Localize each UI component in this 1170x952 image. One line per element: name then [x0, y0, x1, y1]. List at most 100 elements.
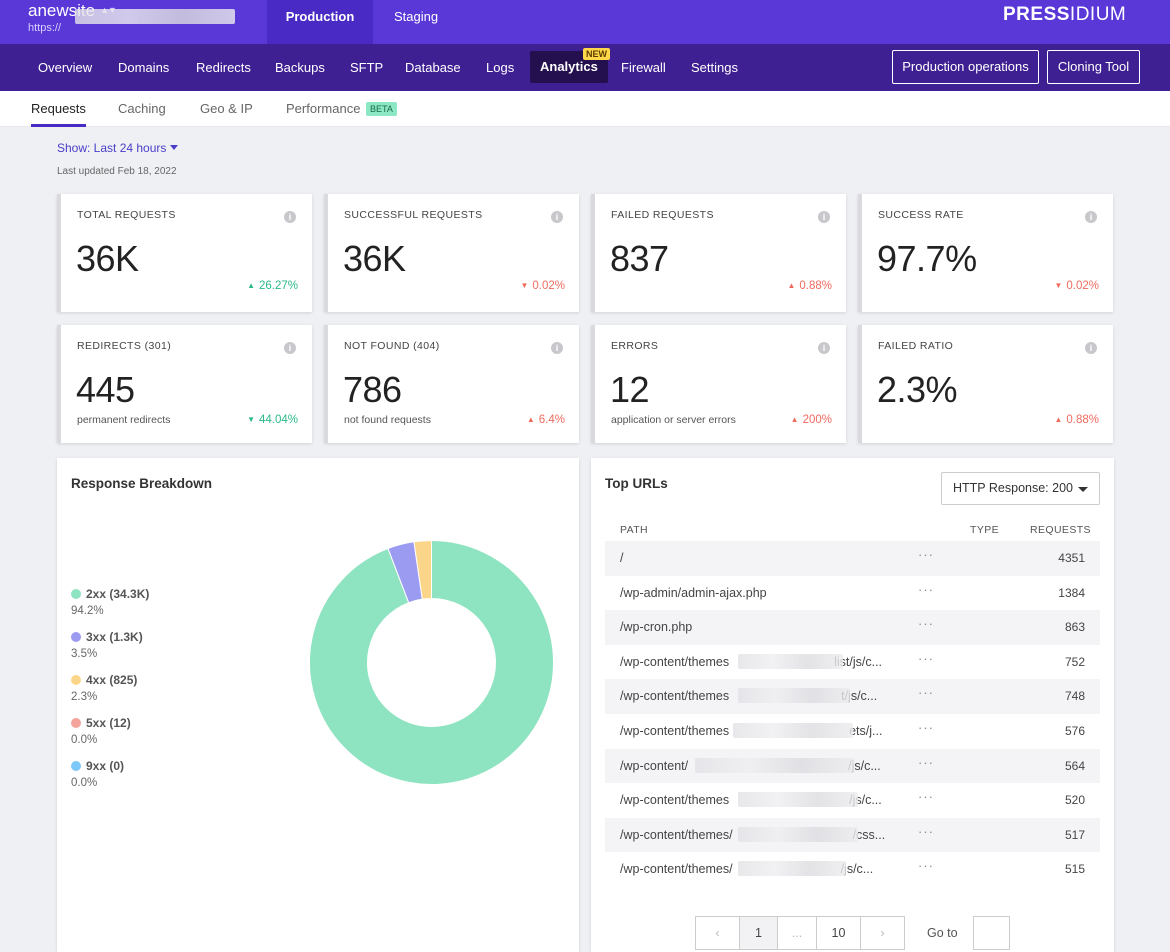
nav-sftp[interactable]: SFTP [350, 60, 384, 75]
legend-label: 9xx (0) [86, 759, 125, 773]
stat-card-subtitle: not found requests [344, 414, 431, 426]
nav-settings[interactable]: Settings [691, 60, 738, 75]
legend-label: 3xx (1.3K) [86, 630, 143, 644]
col-header-type: TYPE [970, 524, 1000, 536]
info-icon[interactable]: i [284, 342, 296, 354]
url-path[interactable]: /wp-cron.php [620, 620, 693, 635]
time-range-dropdown[interactable]: Show: Last 24 hours [57, 141, 179, 155]
arrow-up-icon: ▲ [790, 415, 799, 424]
table-row[interactable]: /wp-content/themes list/js/c... ··· 752 [605, 645, 1100, 680]
info-icon[interactable]: i [1085, 342, 1097, 354]
info-icon[interactable]: i [284, 211, 296, 223]
pager-next-button[interactable]: › [860, 916, 905, 950]
nav-backups[interactable]: Backups [275, 60, 325, 75]
stat-card-change: ▲ 6.4% [526, 414, 565, 426]
tab-production[interactable]: Production [267, 0, 373, 44]
pager-page-10[interactable]: 10 [816, 916, 861, 950]
table-row[interactable]: /wp-cron.php ··· 863 [605, 610, 1100, 645]
production-operations-button[interactable]: Production operations [892, 50, 1039, 84]
stat-card: SUCCESSFUL REQUESTS i 36K ▼ 0.02% [324, 194, 579, 312]
legend-item[interactable]: 3xx (1.3K) 3.5% [71, 630, 143, 660]
ellipsis-icon[interactable]: ··· [918, 720, 934, 735]
stat-card-title: ERRORS [611, 340, 659, 352]
nav-database[interactable]: Database [405, 60, 461, 75]
info-icon[interactable]: i [818, 342, 830, 354]
ellipsis-icon[interactable]: ··· [918, 650, 934, 666]
info-icon[interactable]: i [551, 342, 563, 354]
caret-down-icon [1078, 487, 1088, 492]
url-request-count: 517 [1064, 827, 1085, 842]
url-path[interactable]: /wp-content/themes ets/j... [620, 724, 883, 738]
last-updated: Last updated Feb 18, 2022 [57, 166, 177, 177]
table-row[interactable]: /wp-content/themes ets/j... ··· 576 [605, 714, 1100, 749]
subtab-caching[interactable]: Caching [118, 101, 166, 116]
url-path[interactable]: / [620, 551, 624, 565]
ellipsis-icon[interactable]: ··· [918, 547, 934, 562]
stat-card-value: 12 [610, 369, 650, 410]
url-request-count: 576 [1064, 724, 1085, 738]
nav-logs[interactable]: Logs [486, 60, 515, 75]
new-badge: NEW [583, 48, 610, 60]
tab-staging[interactable]: Staging [393, 9, 439, 24]
goto-page-input[interactable] [973, 916, 1010, 950]
site-url[interactable]: https:// [28, 22, 62, 34]
url-request-count: 520 [1064, 793, 1085, 808]
stat-card-change: ▲ 26.27% [247, 280, 298, 292]
ellipsis-icon[interactable]: ··· [918, 581, 934, 597]
stat-card-title: REDIRECTS (301) [77, 340, 172, 352]
ellipsis-icon[interactable]: ··· [918, 789, 934, 805]
table-row[interactable]: /wp-content//js/c... ··· 564 [605, 748, 1100, 784]
legend-item[interactable]: 5xx (12) 0.0% [71, 716, 131, 746]
url-request-count: 752 [1064, 654, 1085, 669]
table-row[interactable]: /wp-content/themes//js/c... ··· 515 [605, 852, 1100, 887]
donut-slice-4xx[interactable] [413, 540, 432, 600]
arrow-up-icon: ▲ [1054, 415, 1063, 424]
info-icon[interactable]: i [818, 211, 830, 223]
ellipsis-icon[interactable]: ··· [918, 754, 934, 770]
table-row[interactable]: /wp-content/themes//css... ··· 517 [605, 817, 1100, 853]
stat-card-change: ▲ 0.88% [1054, 414, 1099, 426]
stat-card: SUCCESS RATE i 97.7% ▼ 0.02% [858, 194, 1113, 312]
ellipsis-icon[interactable]: ··· [918, 685, 934, 701]
subtab-performance[interactable]: Performance [286, 101, 361, 116]
url-redacted [738, 826, 858, 842]
legend-label: 4xx (825) [86, 673, 138, 687]
pager-ellipsis: ... [777, 916, 817, 950]
response-donut-chart [309, 540, 554, 785]
legend-item[interactable]: 4xx (825) 2.3% [71, 673, 138, 703]
pager-prev-button[interactable]: ‹ [695, 916, 740, 950]
nav-redirects[interactable]: Redirects [196, 60, 251, 75]
table-row[interactable]: / ··· 4351 [605, 541, 1100, 576]
nav-overview[interactable]: Overview [38, 60, 93, 75]
table-row[interactable]: /wp-content/themes t/js/c... ··· 748 [605, 679, 1100, 714]
url-path[interactable]: /wp-content/themes//css... [620, 827, 886, 842]
subtab-requests[interactable]: Requests [31, 91, 86, 127]
stat-card: NOT FOUND (404) i 786 not found requests ▲ 6.… [324, 325, 579, 443]
ellipsis-icon[interactable]: ··· [918, 858, 934, 874]
col-header-path: PATH [620, 524, 649, 536]
subtab-geo-ip[interactable]: Geo & IP [200, 101, 253, 116]
nav-domains[interactable]: Domains [118, 60, 170, 75]
legend-item[interactable]: 2xx (34.3K) 94.2% [71, 587, 149, 617]
ellipsis-icon[interactable]: ··· [918, 616, 934, 632]
legend-item[interactable]: 9xx (0) 0.0% [71, 759, 125, 789]
table-row[interactable]: /wp-admin/admin-ajax.php ··· 1384 [605, 576, 1100, 611]
url-path[interactable]: /wp-content/themes list/js/c... [620, 654, 883, 669]
table-row[interactable]: /wp-content/themes/js/c... ··· 520 [605, 783, 1100, 818]
stat-card: FAILED RATIO i 2.3% ▲ 0.88% [858, 325, 1113, 443]
donut-slice-2xx[interactable] [309, 540, 554, 785]
url-path[interactable]: /wp-admin/admin-ajax.php [620, 585, 767, 600]
ellipsis-icon[interactable]: ··· [918, 823, 934, 839]
legend-dot-icon [71, 718, 81, 728]
nav-firewall[interactable]: Firewall [621, 60, 666, 75]
cloning-tool-button[interactable]: Cloning Tool [1047, 50, 1140, 84]
site-switcher[interactable]: anewsite▲▼ https:// [0, 0, 267, 44]
stat-card-value: 36K [343, 238, 406, 279]
info-icon[interactable]: i [1085, 211, 1097, 223]
pager-page-1[interactable]: 1 [739, 916, 778, 950]
info-icon[interactable]: i [551, 211, 563, 223]
url-path[interactable]: /wp-content/themes//js/c... [620, 862, 874, 877]
http-response-select[interactable]: HTTP Response: 200 [941, 472, 1100, 505]
url-path[interactable]: /wp-content/themes t/js/c... [620, 689, 878, 704]
url-path[interactable]: /wp-content//js/c... [620, 758, 881, 773]
